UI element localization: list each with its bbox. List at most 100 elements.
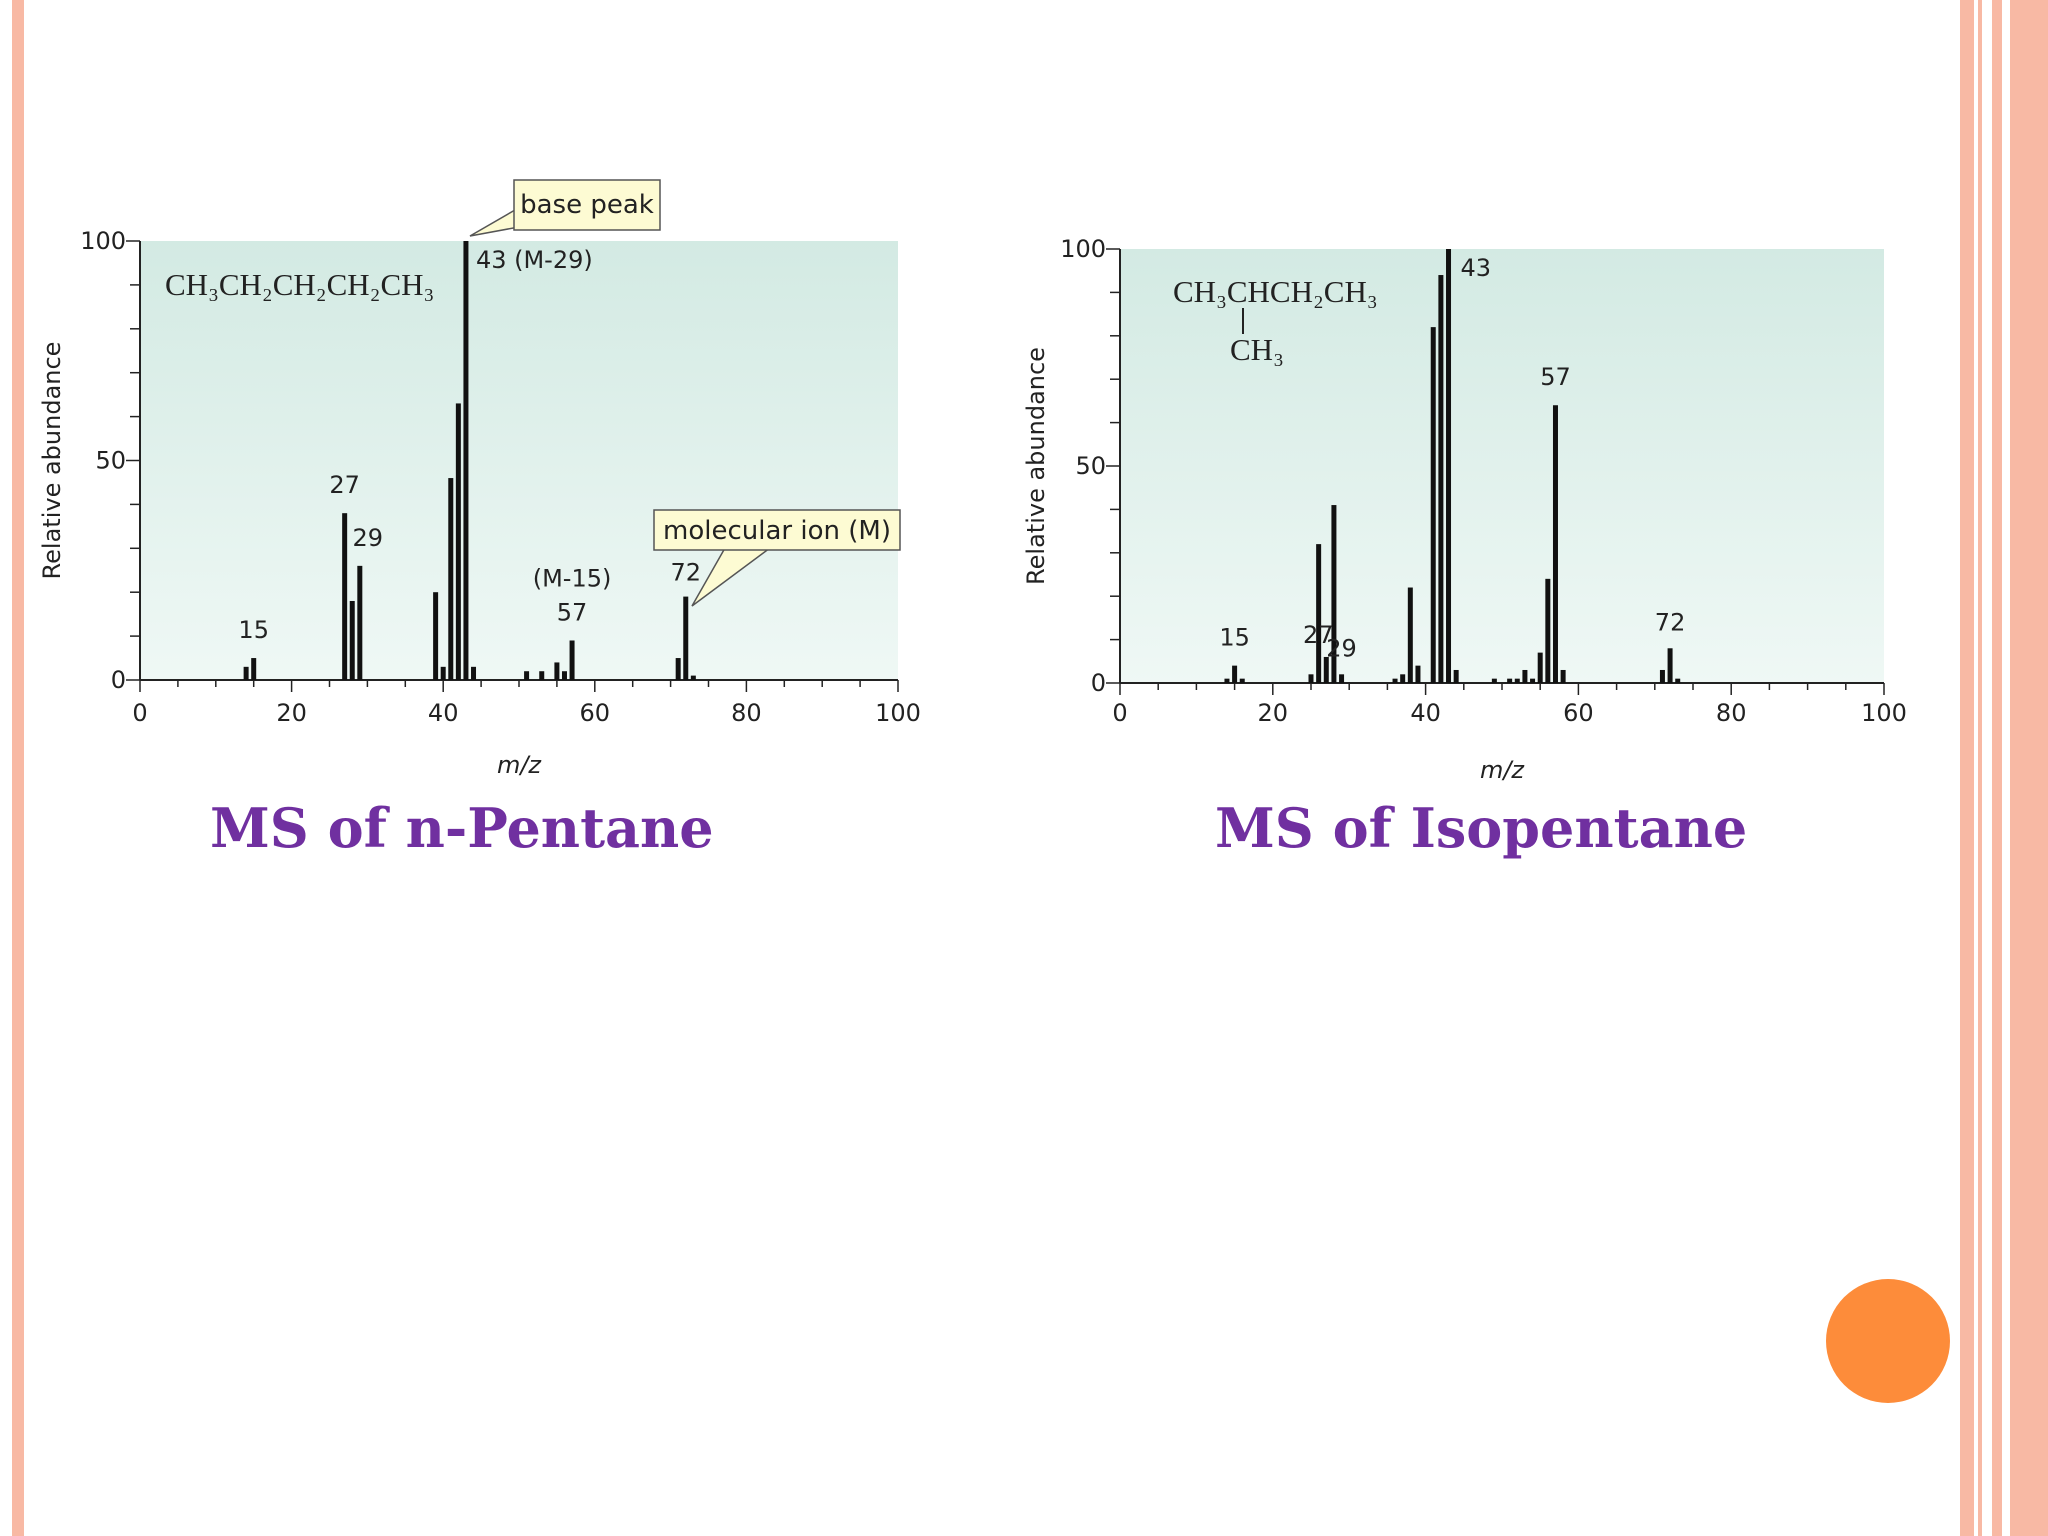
bar-mz-55 [554,662,560,680]
x-tick-label: 0 [132,699,147,727]
slide-border-left [12,0,24,1536]
x-tick-label: 80 [1716,699,1747,727]
plot-area-n-pentane [140,241,898,680]
bar-mz-72 [683,596,689,680]
bar-mz-39 [1415,665,1421,683]
peak-label: 27 [1303,621,1334,649]
bar-mz-43 [1446,249,1452,683]
x-axis-title-isopentane: m/z [1480,756,1525,784]
bar-mz-58 [1560,669,1566,683]
peak-label: 43 [1461,254,1492,282]
bar-mz-14 [243,666,249,680]
y-tick-label: 100 [1060,235,1106,263]
bar-mz-56 [561,671,567,680]
bar-mz-27 [1323,656,1329,683]
bar-mz-15 [251,658,257,680]
bar-mz-29 [1339,674,1345,683]
peak-label: (M-15) [533,564,612,592]
x-tick-label: 100 [1861,699,1907,727]
bar-mz-16 [1239,678,1245,683]
bar-mz-28 [349,600,355,680]
peak-label: 57 [1540,363,1571,391]
bar-mz-57 [569,640,575,680]
formula-branch: CH₃ [1230,332,1284,367]
callout-box-base-peak [513,179,661,231]
peak-label: 57 [557,598,588,626]
bar-mz-71 [675,658,681,680]
formula-isopentane: CH₃CHCH₂CH₃ [1173,274,1378,309]
bar-mz-56 [1545,578,1551,683]
bar-mz-52 [1514,678,1520,683]
caption-n-pentane: MS of n-Pentane [210,796,714,860]
peak-label: 29 [353,524,384,552]
bar-mz-51 [524,671,530,680]
bar-mz-53 [1522,669,1528,683]
peak-label: 29 [1326,634,1357,662]
bar-mz-26 [1316,544,1322,683]
y-tick-label: 0 [1091,669,1106,697]
bar-mz-41 [1430,327,1436,683]
bar-mz-54 [1530,678,1536,683]
peak-label: 43 (M-29) [476,246,593,274]
peak-label: 72 [670,559,701,587]
bar-mz-51 [1507,678,1513,683]
bar-mz-72 [1667,648,1673,683]
slide-border-right-wide [2010,0,2048,1536]
x-tick-label: 80 [731,699,762,727]
bar-mz-29 [357,565,363,680]
bar-mz-43 [463,241,469,680]
bar-mz-39 [433,592,439,680]
callout-molecular-ion: molecular ion (M) [663,516,891,546]
peak-label: 15 [238,616,269,644]
bar-mz-42 [455,403,461,680]
x-tick-label: 60 [1563,699,1594,727]
bar-mz-73 [690,675,696,680]
bar-mz-53 [539,671,545,680]
x-tick-label: 60 [580,699,611,727]
bar-mz-25 [1308,674,1314,683]
bar-mz-71 [1659,669,1665,683]
bar-mz-40 [440,666,446,680]
y-axis-title-n-pentane: Relative abundance [38,342,66,580]
y-tick-label: 50 [1075,452,1106,480]
callout-box-molecular-ion [653,509,901,551]
bar-mz-14 [1224,678,1230,683]
x-axis-title-n-pentane: m/z [497,751,542,779]
callout-base-peak: base peak [520,190,654,220]
bar-mz-44 [1453,669,1459,683]
bar-mz-73 [1675,678,1681,683]
bar-mz-41 [448,478,454,680]
slide-border-right [1960,0,1974,1536]
bar-mz-38 [1407,587,1413,683]
x-tick-label: 40 [428,699,459,727]
bar-mz-36 [1392,678,1398,683]
peak-label: 72 [1655,608,1686,636]
x-tick-label: 40 [1410,699,1441,727]
bar-mz-15 [1232,665,1238,683]
y-axis-title-isopentane: Relative abundance [1022,347,1050,585]
decorative-orange-circle [1826,1279,1950,1403]
plot-area-isopentane [1120,249,1884,683]
caption-isopentane: MS of Isopentane [1215,796,1748,860]
x-tick-label: 20 [276,699,307,727]
bar-mz-57 [1552,405,1558,683]
y-tick-label: 100 [80,227,126,255]
bar-mz-28 [1331,505,1337,683]
bar-mz-42 [1438,275,1444,683]
slide-border-right-thin [1978,0,1982,1536]
bar-mz-55 [1537,652,1543,683]
bar-mz-27 [342,513,348,680]
x-tick-label: 100 [875,699,921,727]
peak-label: 15 [1219,624,1250,652]
formula-n-pentane: CH₃CH₂CH₂CH₂CH₃ [165,267,434,302]
y-tick-label: 0 [111,666,126,694]
x-tick-label: 0 [1112,699,1127,727]
bar-mz-44 [471,666,477,680]
peak-label: 27 [329,471,360,499]
x-tick-label: 20 [1258,699,1289,727]
bar-mz-49 [1491,678,1497,683]
y-tick-label: 50 [95,447,126,475]
bar-mz-37 [1400,674,1406,683]
slide-border-right-band [1992,0,2002,1536]
